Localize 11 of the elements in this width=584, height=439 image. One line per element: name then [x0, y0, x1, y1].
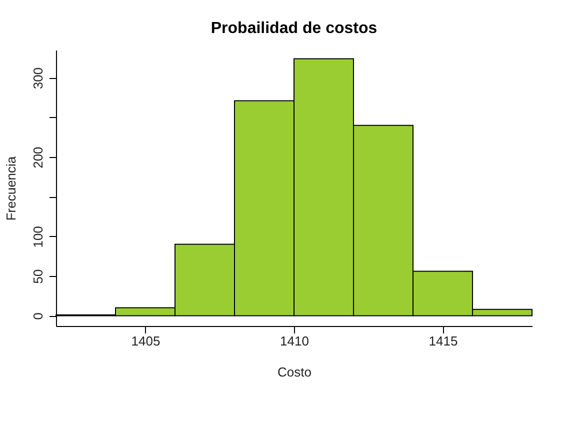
- y-tick-label: 100: [30, 226, 46, 248]
- x-tick-label: 1410: [280, 334, 309, 348]
- y-tick-label: 300: [30, 67, 46, 90]
- x-tick-label: 1415: [428, 334, 458, 348]
- x-axis-title: Costo: [278, 364, 312, 380]
- y-tick-label: 50: [30, 269, 46, 284]
- y-tick-label: 0: [30, 312, 46, 320]
- y-axis-title: Frecuencia: [4, 156, 18, 221]
- y-tick-label: 200: [30, 146, 46, 168]
- x-tick-label: 1405: [131, 334, 160, 348]
- chart-title: Probailidad de costos: [210, 20, 378, 37]
